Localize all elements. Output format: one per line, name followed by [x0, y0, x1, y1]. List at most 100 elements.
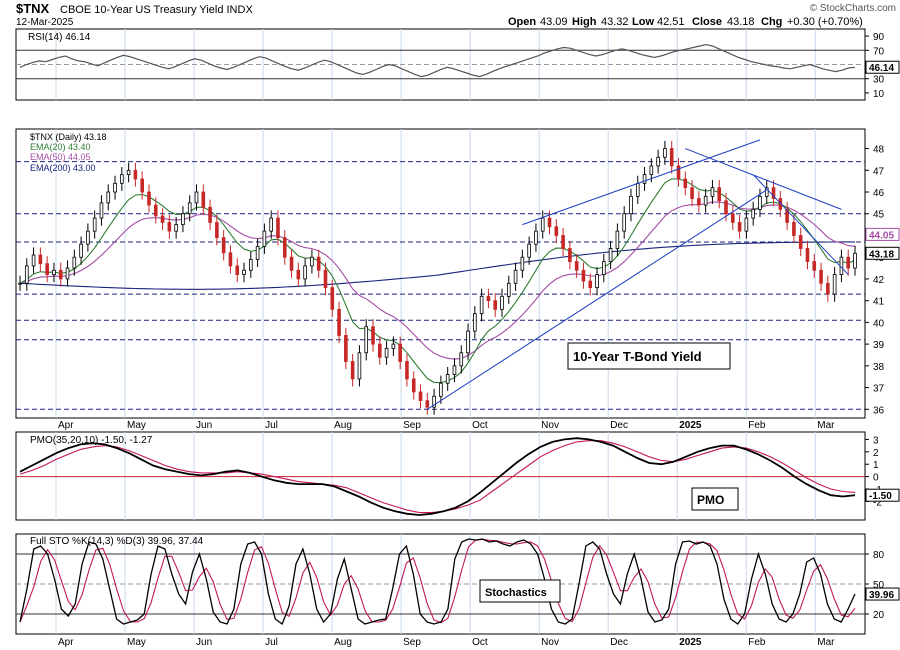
price-tick-label: 47 — [873, 166, 885, 177]
candle-body — [147, 191, 151, 206]
x-tick-label: Feb — [748, 637, 766, 648]
candle-body — [452, 365, 457, 375]
candle-body — [574, 261, 579, 271]
price-tick-label: 40 — [873, 318, 885, 329]
candle-body — [466, 330, 470, 354]
low-value: 42.51 — [657, 16, 685, 28]
candle-body — [608, 248, 613, 262]
sto-annotation: Stochastics — [479, 579, 561, 603]
candle-body — [846, 256, 851, 269]
x-tick-label: May — [127, 637, 146, 648]
candle-body — [113, 182, 117, 193]
candle-body — [554, 226, 559, 236]
trendline-falling-resistance — [685, 148, 842, 210]
pmo-line — [19, 437, 856, 516]
candle-body — [642, 174, 647, 184]
candle-body — [540, 217, 545, 232]
x-tick-label: Jun — [196, 420, 212, 431]
candle-body — [731, 213, 735, 223]
candle-body — [812, 261, 817, 271]
rsi-label: RSI(14) 46.14 — [28, 32, 91, 43]
sto-label: Full STO %K(14,3) %D(3) 39.96, 37.44 — [30, 536, 204, 547]
candle-body — [506, 282, 511, 297]
candle-body — [595, 274, 599, 289]
candle-body — [690, 187, 694, 199]
candle-body — [52, 269, 56, 275]
candle-body — [221, 237, 226, 254]
open-label: Open — [508, 16, 536, 28]
pmo-tick-label: 0 — [873, 473, 879, 484]
price-tick-label: 38 — [873, 362, 885, 373]
candle-body — [744, 217, 749, 232]
candle-body — [133, 169, 138, 180]
candle-body — [99, 202, 104, 219]
x-tick-label: Feb — [748, 420, 766, 431]
candle-body — [106, 191, 111, 204]
price-value-tag-1-text: 43.18 — [869, 249, 894, 260]
candle-body — [31, 254, 36, 267]
panels — [15, 28, 866, 635]
candle-body — [215, 222, 219, 239]
pmo-tick-label: -2 — [873, 497, 882, 508]
symbol-name: CBOE 10-Year US Treasury Yield INDX — [60, 4, 253, 16]
candle-body — [547, 217, 552, 228]
candle-body — [724, 200, 728, 215]
x-tick-label: Nov — [541, 420, 559, 431]
sto-panel: 80 50 20 39.96 — [16, 538, 900, 626]
candle-body — [289, 256, 294, 271]
candle-body — [615, 230, 620, 249]
candle-body — [153, 204, 158, 217]
pmo-tick-label: 2 — [873, 448, 879, 459]
candle-body — [181, 213, 185, 226]
candle-body — [262, 230, 267, 247]
trendline-rising-support — [427, 189, 768, 410]
price-tick-label: 39 — [873, 340, 885, 351]
candle-body — [758, 195, 762, 210]
candle-body — [167, 222, 172, 232]
candle-body — [588, 280, 593, 289]
candle-body — [819, 269, 823, 284]
candle-body — [832, 274, 837, 295]
candle-body — [323, 269, 328, 289]
price-legend-0: $TNX (Daily) 43.18 — [30, 132, 107, 142]
sto-tick-label: 80 — [873, 550, 885, 561]
candle-body — [249, 258, 253, 271]
candle-body — [398, 343, 402, 362]
candle-body — [486, 295, 491, 302]
trendline-upper-channel — [522, 139, 761, 226]
pmo-tick-label: 3 — [873, 435, 879, 446]
x-tick-label: Aug — [334, 420, 352, 431]
candle-body — [174, 224, 178, 232]
pmo-tick-label: 1 — [873, 460, 879, 471]
x-tick-label: Jul — [265, 420, 278, 431]
candle-body — [513, 269, 518, 284]
sto-tick-label: 50 — [873, 580, 885, 591]
price-legend-2: EMA(50) 44.05 — [30, 152, 91, 162]
candle-body — [296, 269, 301, 280]
candle-body — [18, 282, 22, 285]
candle-body — [792, 222, 796, 236]
candle-body — [425, 400, 430, 408]
candle-body — [228, 252, 233, 267]
x-axis: Apr Apr May May Jun Jun Jul Jul Aug Aug Sep Sep Oct O… — [58, 420, 835, 648]
x-tick-label: Sep — [403, 637, 421, 648]
chg-label: Chg — [761, 16, 782, 28]
x-tick-label: Jul — [265, 637, 278, 648]
candle-body — [92, 217, 97, 232]
candle-body — [445, 374, 450, 384]
price-tick-label: 37 — [873, 384, 885, 395]
low-label: Low — [632, 16, 654, 28]
candle-body — [561, 235, 565, 249]
sto-d-line — [19, 538, 856, 624]
candle-body — [534, 230, 538, 245]
candle-body — [38, 254, 43, 265]
candle-body — [853, 252, 857, 269]
open-value: 43.09 — [540, 16, 568, 28]
candle-body — [242, 269, 246, 275]
candle-body — [418, 391, 423, 402]
credit: © StockCharts.com — [810, 3, 896, 14]
price-annotation: 10-Year T-Bond Yield — [567, 342, 731, 370]
price-value-tag-0-text: 44.05 — [869, 230, 894, 241]
